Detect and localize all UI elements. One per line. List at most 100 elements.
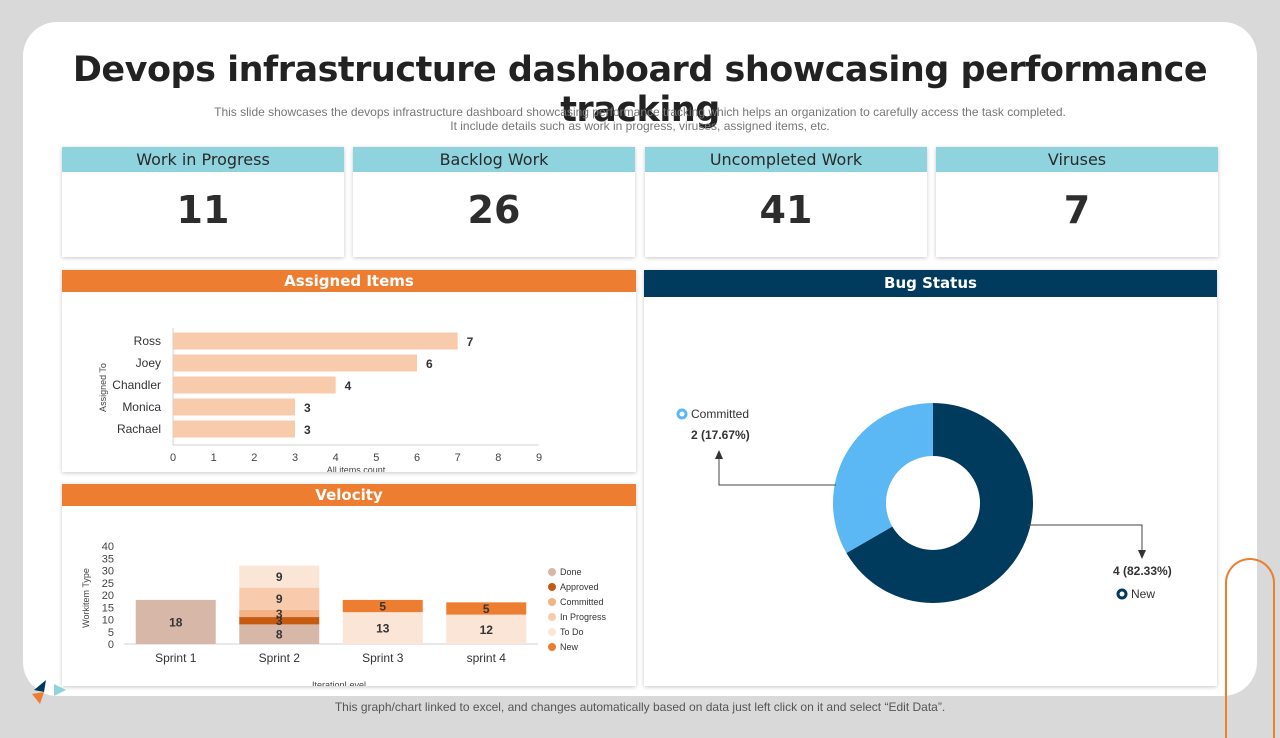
data-label: 6	[426, 357, 433, 371]
segment-to-do	[239, 565, 320, 588]
data-label: 3	[276, 614, 283, 628]
page-title: Devops infrastructure dashboard showcasi…	[72, 50, 1208, 130]
x-tick-label: 1	[211, 452, 217, 464]
category-label: Rachael	[117, 422, 161, 436]
kpi-value: 26	[467, 188, 521, 232]
legend-marker-committed	[676, 408, 688, 420]
data-label: 9	[276, 592, 283, 606]
bar-joey	[173, 354, 417, 372]
bar-chandler	[173, 376, 336, 394]
y-axis-label: Workitem Type	[81, 568, 91, 628]
bug-status-title: Bug Status	[644, 270, 1217, 297]
legend-label-committed: Committed	[691, 407, 749, 421]
footer-note: This graph/chart linked to excel, and ch…	[334, 700, 946, 714]
slice-committed	[833, 403, 933, 553]
bug-status-panel: Bug Status Committed 2 (17.67%) 4 (82.33%)…	[644, 270, 1217, 686]
legend-entry: Approved	[560, 582, 599, 592]
assigned-items-panel: Assigned Items Ross 7 Joey 6 Chandler 4 Monica…	[62, 270, 636, 475]
decorative-arc	[1225, 558, 1275, 738]
category-label: Chandler	[112, 378, 161, 392]
legend-marker	[548, 613, 556, 621]
kpi-card-backlog-work: Backlog Work 26	[353, 147, 635, 257]
y-tick-label: 20	[102, 590, 114, 602]
x-tick-label: 0	[170, 452, 176, 464]
x-tick-label: 7	[455, 452, 461, 464]
kpi-value: 7	[1063, 188, 1091, 232]
slice-new	[846, 403, 1033, 603]
data-label: 9	[276, 570, 283, 584]
legend-entry: To Do	[560, 627, 584, 637]
x-tick-label: 6	[414, 452, 420, 464]
kpi-value: 41	[759, 188, 813, 232]
data-label: 3	[276, 607, 283, 621]
data-label: 12	[480, 623, 494, 637]
leader-line-committed	[718, 457, 836, 486]
data-label: 3	[304, 401, 311, 415]
bug-status-chart[interactable]: Committed 2 (17.67%) 4 (82.33%) New	[644, 297, 1217, 686]
assigned-items-chart[interactable]: Ross 7 Joey 6 Chandler 4 Monica 3 Rachael 3 0 1 2 3 4 5…	[62, 292, 636, 475]
subtitle-line-1: This slide showcases the devops infrastr…	[214, 105, 1066, 119]
assigned-items-title: Assigned Items	[62, 270, 636, 292]
legend-marker	[548, 628, 556, 636]
x-tick-label: 3	[292, 452, 298, 464]
y-tick-label: 10	[102, 615, 114, 627]
category-label: Joey	[136, 356, 161, 370]
data-label: 18	[169, 615, 183, 629]
data-label: 4	[345, 379, 352, 393]
x-tick-label: 9	[536, 452, 542, 464]
category-label: sprint 4	[467, 651, 507, 665]
data-label-new: 4 (82.33%)	[1113, 564, 1172, 578]
legend-entry: New	[560, 642, 579, 652]
page-subtitle: This slide showcases the devops infrastr…	[0, 105, 1280, 133]
leader-line-new	[1027, 524, 1143, 552]
legend-label-new: New	[1131, 587, 1155, 601]
legend-entry: Committed	[560, 597, 604, 607]
segment-new	[342, 599, 423, 613]
legend-marker	[548, 643, 556, 651]
y-tick-label: 25	[102, 578, 114, 590]
legend-marker	[548, 568, 556, 576]
x-axis-label: All items count	[327, 465, 386, 472]
segment-done	[135, 599, 216, 644]
y-tick-label: 40	[102, 541, 114, 553]
data-label: 3	[304, 423, 311, 437]
y-tick-label: 5	[108, 627, 114, 639]
data-label: 5	[379, 600, 386, 614]
legend-entry: Done	[560, 567, 582, 577]
corner-logo-icon	[32, 680, 66, 704]
x-tick-label: 2	[251, 452, 257, 464]
leader-arrow-committed	[715, 450, 723, 459]
kpi-value: 11	[176, 188, 230, 232]
segment-committed	[239, 609, 320, 618]
x-tick-label: 8	[495, 452, 501, 464]
data-label: 13	[376, 622, 390, 636]
data-label: 8	[276, 628, 283, 642]
category-label: Ross	[134, 334, 161, 348]
kpi-label: Viruses	[936, 147, 1218, 172]
velocity-title: Velocity	[62, 484, 636, 506]
bar-ross	[173, 332, 458, 350]
segment-to-do	[446, 614, 527, 644]
kpi-card-uncompleted-work: Uncompleted Work 41	[645, 147, 927, 257]
category-label: Sprint 1	[155, 651, 197, 665]
legend-entry: In Progress	[560, 612, 607, 622]
legend-marker	[548, 583, 556, 591]
category-label: Sprint 2	[259, 651, 301, 665]
x-tick-label: 4	[333, 452, 339, 464]
kpi-label: Backlog Work	[353, 147, 635, 172]
x-tick-label: 5	[373, 452, 379, 464]
bar-rachael	[173, 420, 295, 438]
segment-in-progress	[239, 587, 320, 610]
kpi-label: Work in Progress	[62, 147, 344, 172]
data-label-committed: 2 (17.67%)	[691, 428, 750, 442]
legend-marker-new	[1116, 588, 1128, 600]
y-tick-label: 0	[108, 639, 114, 651]
segment-done	[239, 624, 320, 644]
segment-to-do	[342, 612, 423, 644]
segment-new	[446, 602, 527, 615]
kpi-card-work-in-progress: Work in Progress 11	[62, 147, 344, 257]
legend-marker	[548, 598, 556, 606]
x-axis-label: IterationLevel	[312, 680, 366, 686]
